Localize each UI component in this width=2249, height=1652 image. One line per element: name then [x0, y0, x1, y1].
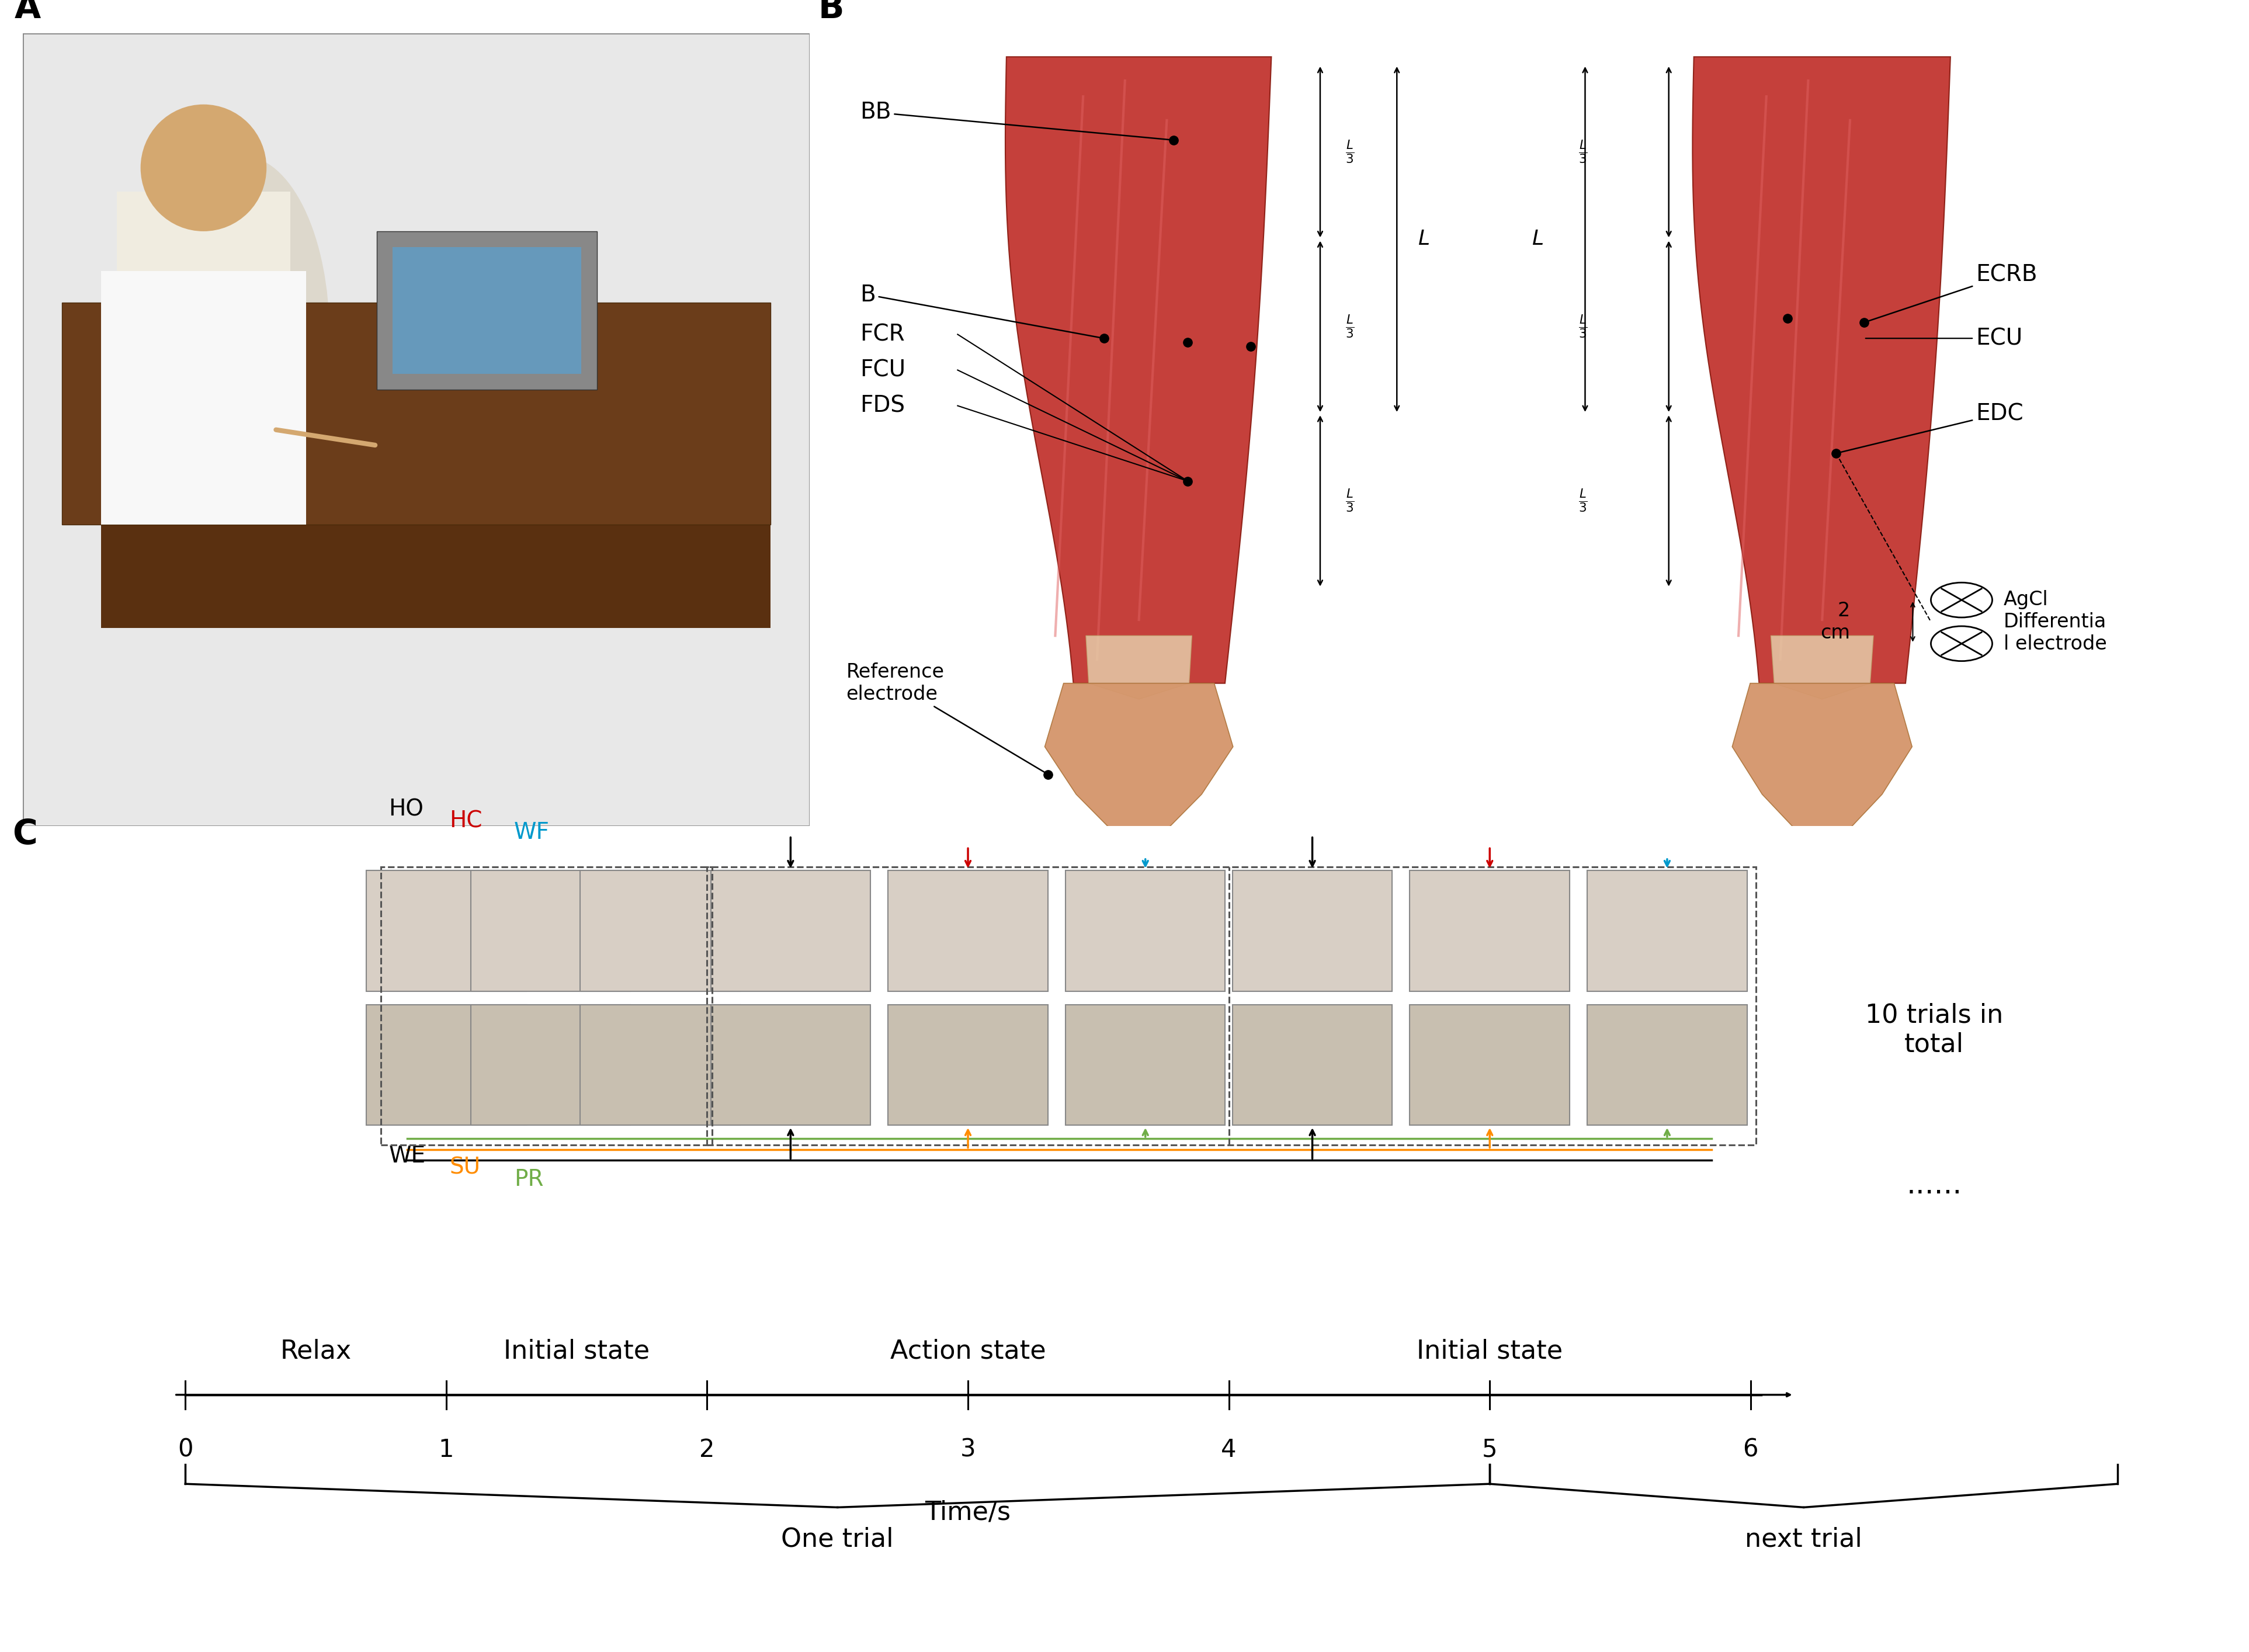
Text: $\frac{L}{3}$: $\frac{L}{3}$: [1345, 139, 1354, 165]
Bar: [101, 271, 306, 525]
Text: $\frac{L}{3}$: $\frac{L}{3}$: [1579, 139, 1588, 165]
Bar: [1232, 1004, 1392, 1125]
Circle shape: [139, 104, 268, 231]
Text: $L$: $L$: [1417, 230, 1430, 249]
Text: WF: WF: [515, 821, 549, 844]
Bar: [22, 350, 810, 826]
Text: WE: WE: [389, 1145, 425, 1166]
Circle shape: [1932, 626, 1993, 661]
Bar: [1232, 871, 1392, 991]
Text: 0: 0: [178, 1437, 193, 1462]
Text: SU: SU: [450, 1156, 481, 1178]
Polygon shape: [1046, 684, 1232, 843]
Bar: [580, 1004, 740, 1125]
Text: Relax: Relax: [281, 1338, 351, 1365]
Text: C: C: [13, 818, 38, 851]
Text: $L$: $L$: [1532, 230, 1543, 249]
Polygon shape: [1732, 684, 1912, 843]
Text: B: B: [819, 0, 843, 25]
Text: 3: 3: [960, 1437, 976, 1462]
Bar: [380, 867, 713, 1145]
Text: Action state: Action state: [891, 1338, 1046, 1365]
Text: Initial state: Initial state: [1417, 1338, 1563, 1365]
Circle shape: [1824, 852, 1862, 872]
Circle shape: [1727, 847, 1763, 867]
Text: A: A: [13, 0, 40, 25]
Bar: [367, 871, 526, 991]
Text: FDS: FDS: [859, 395, 904, 416]
Text: 10 trials in
total: 10 trials in total: [1864, 1003, 2004, 1057]
Text: 1: 1: [439, 1437, 454, 1462]
Bar: [1588, 1004, 1747, 1125]
Text: 5: 5: [1482, 1437, 1498, 1462]
Text: ECU: ECU: [1867, 327, 2022, 350]
Bar: [706, 867, 1756, 1145]
Circle shape: [1044, 847, 1080, 867]
Polygon shape: [1086, 636, 1192, 699]
Bar: [711, 871, 870, 991]
Text: Reference
electrode: Reference electrode: [846, 662, 1046, 773]
Bar: [888, 1004, 1048, 1125]
Text: $\frac{L}{3}$: $\frac{L}{3}$: [1579, 487, 1588, 514]
Bar: [367, 1004, 526, 1125]
Bar: [1410, 871, 1570, 991]
Text: PR: PR: [515, 1168, 544, 1189]
Text: ......: ......: [1907, 1171, 1961, 1199]
Bar: [1588, 871, 1747, 991]
Bar: [101, 350, 769, 628]
Text: 2: 2: [699, 1437, 715, 1462]
Bar: [580, 871, 740, 991]
Text: B: B: [859, 284, 1102, 339]
Text: $\frac{L}{3}$: $\frac{L}{3}$: [1345, 487, 1354, 514]
Polygon shape: [1770, 636, 1873, 699]
Text: FCU: FCU: [859, 358, 906, 382]
FancyArrowPatch shape: [277, 430, 376, 444]
Text: One trial: One trial: [780, 1526, 893, 1551]
Text: 6: 6: [1743, 1437, 1759, 1462]
Bar: [378, 231, 598, 390]
Bar: [470, 1004, 630, 1125]
Circle shape: [1093, 849, 1129, 871]
Circle shape: [1873, 854, 1909, 876]
Polygon shape: [1693, 56, 1950, 684]
Text: HC: HC: [450, 809, 481, 833]
Bar: [1066, 1004, 1226, 1125]
Bar: [63, 302, 769, 525]
Text: BB: BB: [859, 101, 1172, 140]
Bar: [470, 871, 630, 991]
Circle shape: [1142, 852, 1178, 872]
Bar: [1410, 1004, 1570, 1125]
Text: $\frac{L}{3}$: $\frac{L}{3}$: [1579, 314, 1588, 340]
Text: 4: 4: [1221, 1437, 1237, 1462]
Bar: [391, 248, 580, 373]
Text: EDC: EDC: [1837, 403, 2024, 453]
Bar: [888, 871, 1048, 991]
Ellipse shape: [157, 155, 328, 512]
Text: AgCl
Differentia
l electrode: AgCl Differentia l electrode: [2004, 590, 2107, 654]
Bar: [22, 33, 810, 350]
Bar: [711, 1004, 870, 1125]
Text: 2
cm: 2 cm: [1819, 601, 1851, 643]
Polygon shape: [1005, 56, 1271, 684]
Text: Time/s: Time/s: [924, 1500, 1010, 1525]
Text: ECRB: ECRB: [1864, 264, 2038, 322]
Circle shape: [1932, 583, 1993, 618]
Text: FCR: FCR: [859, 324, 904, 345]
Text: HO: HO: [389, 798, 423, 819]
Circle shape: [1777, 849, 1813, 871]
Circle shape: [1190, 854, 1226, 876]
Bar: [1066, 871, 1226, 991]
Text: next trial: next trial: [1745, 1526, 1862, 1551]
Text: Initial state: Initial state: [504, 1338, 650, 1365]
Text: $\frac{L}{3}$: $\frac{L}{3}$: [1345, 314, 1354, 340]
Bar: [117, 192, 290, 525]
